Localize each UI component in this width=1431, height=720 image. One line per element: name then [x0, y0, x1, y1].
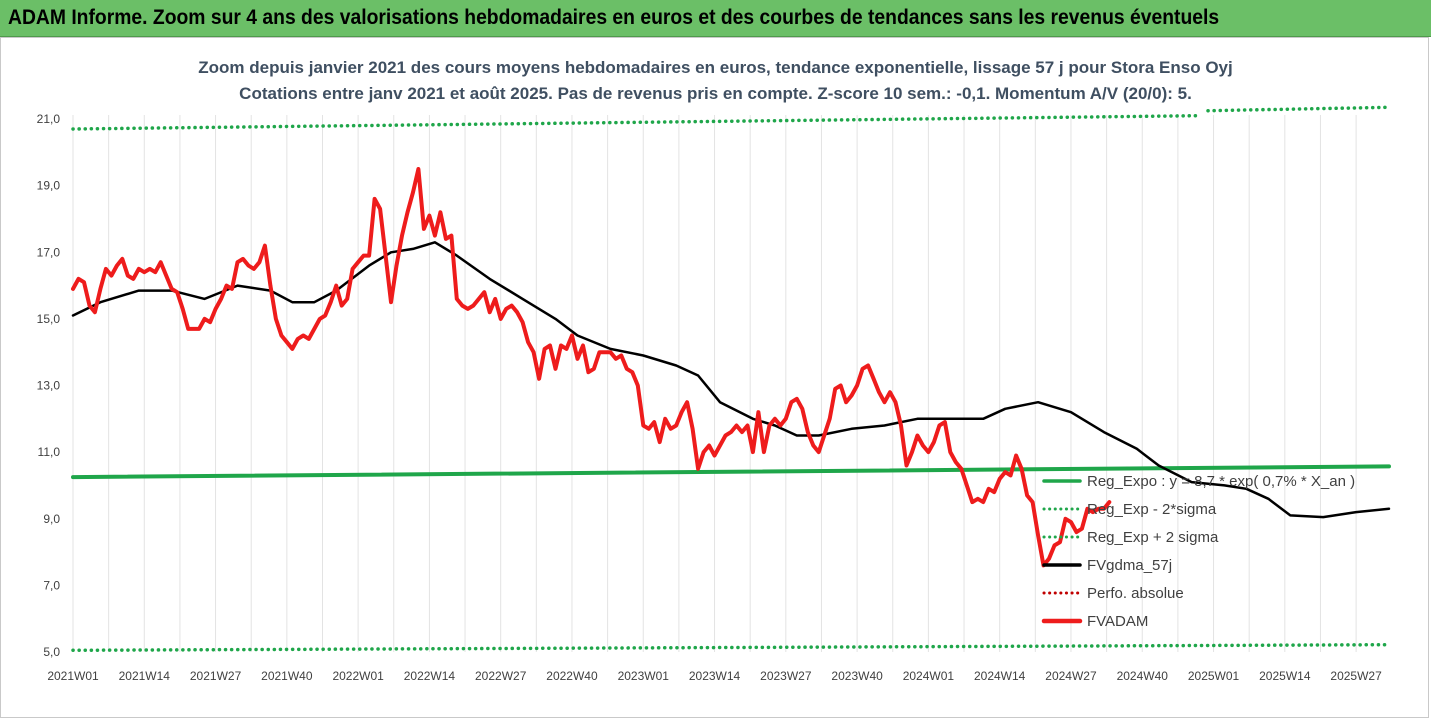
legend-label: Reg_Exp + 2 sigma: [1087, 529, 1219, 546]
x-tick-label: 2024W01: [903, 669, 955, 683]
y-tick-label: 19,0: [37, 179, 61, 193]
y-tick-label: 13,0: [37, 379, 61, 393]
chart-subtitle: Cotations entre janv 2021 et août 2025. …: [239, 84, 1192, 103]
x-tick-label: 2024W27: [1045, 669, 1097, 683]
x-tick-label: 2022W14: [404, 669, 456, 683]
x-tick-label: 2023W27: [760, 669, 812, 683]
x-tick-label: 2025W14: [1259, 669, 1311, 683]
series-line-2: [71, 105, 1391, 131]
chart-frame: [0, 37, 1429, 718]
x-tick-label: 2024W14: [974, 669, 1026, 683]
series-line-3: [71, 241, 1391, 519]
y-tick-label: 17,0: [37, 245, 61, 259]
x-tick-label: 2022W01: [332, 669, 384, 683]
x-tick-label: 2025W01: [1188, 669, 1240, 683]
x-tick-label: 2021W01: [47, 669, 99, 683]
y-tick-label: 9,0: [43, 512, 60, 526]
x-tick-label: 2021W40: [261, 669, 313, 683]
x-tick-label: 2023W40: [831, 669, 883, 683]
series-line-0: [71, 464, 1391, 480]
report-title: ADAM Informe. Zoom sur 4 ans des valoris…: [8, 6, 1220, 29]
report-banner: ADAM Informe. Zoom sur 4 ans des valoris…: [0, 0, 1431, 37]
legend-label: FVgdma_57j: [1087, 557, 1172, 574]
y-tick-label: 21,0: [37, 112, 61, 126]
x-tick-label: 2023W01: [618, 669, 670, 683]
series-line-1: [71, 642, 1391, 653]
y-tick-label: 7,0: [43, 578, 60, 592]
chart-title: Zoom depuis janvier 2021 des cours moyen…: [198, 58, 1233, 77]
x-tick-label: 2024W40: [1117, 669, 1169, 683]
legend-label: Perfo. absolue: [1087, 585, 1184, 602]
legend-label: FVADAM: [1087, 613, 1148, 630]
x-tick-label: 2023W14: [689, 669, 741, 683]
x-tick-label: 2021W14: [119, 669, 171, 683]
legend-label: Reg_Exp - 2*sigma: [1087, 501, 1217, 518]
y-tick-label: 15,0: [37, 312, 61, 326]
x-tick-label: 2022W27: [475, 669, 527, 683]
x-tick-label: 2022W40: [546, 669, 598, 683]
y-tick-label: 5,0: [43, 645, 60, 659]
legend-label: Reg_Expo : y = 8,7 * exp( 0,7% * X_an ): [1087, 473, 1355, 490]
x-tick-label: 2025W27: [1330, 669, 1382, 683]
x-tick-label: 2021W27: [190, 669, 242, 683]
series-line-5: [71, 167, 1112, 568]
y-tick-label: 11,0: [38, 445, 61, 459]
